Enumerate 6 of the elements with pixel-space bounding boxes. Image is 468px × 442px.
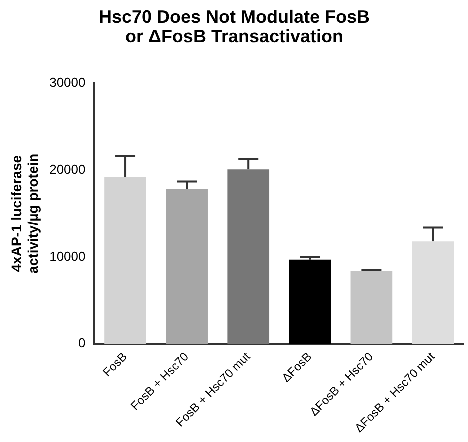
y-tick-label: 20000	[50, 162, 86, 178]
chart-title: Hsc70 Does Not Modulate FosB or ΔFosB Transactivation	[98, 6, 370, 47]
y-tick-label: 30000	[50, 75, 86, 90]
y-tick-label: 10000	[50, 248, 86, 264]
y-tick-label: 0	[78, 336, 86, 351]
y-axis-title: 4xAP-1 luciferase activity/µg protein	[8, 154, 42, 274]
